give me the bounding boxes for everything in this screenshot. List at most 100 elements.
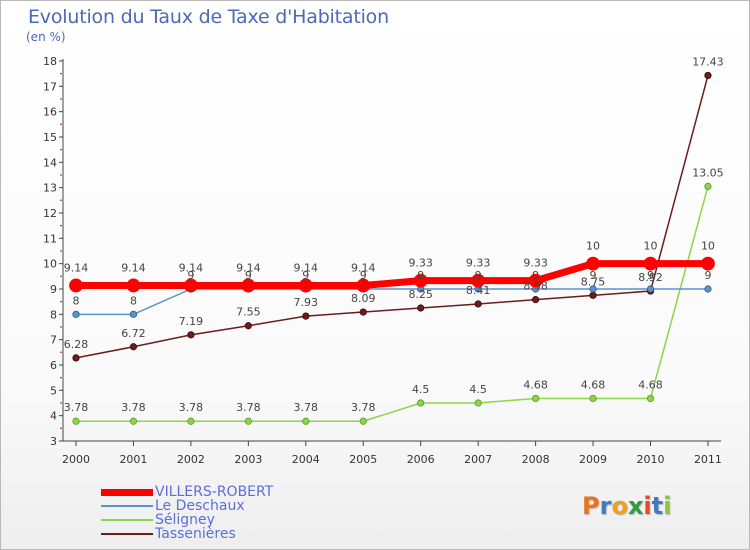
chart-legend: VILLERS-ROBERT Le Deschaux Séligney Tasseni… xyxy=(101,485,273,541)
logo-letter: i xyxy=(643,492,652,520)
y-tick-label: 11 xyxy=(43,232,57,245)
legend-item: Tassenières xyxy=(101,527,273,541)
x-tick-label: 2008 xyxy=(522,453,550,466)
x-tick-label: 2007 xyxy=(464,453,492,466)
y-minor-tick xyxy=(60,326,62,328)
data-point-0 xyxy=(528,273,543,288)
legend-label: VILLERS-ROBERT xyxy=(155,484,274,500)
x-tick-label: 2011 xyxy=(694,453,722,466)
data-label-2: 3.78 xyxy=(351,401,376,414)
data-point-2 xyxy=(704,182,712,190)
data-label-1: 9 xyxy=(532,269,539,282)
data-point-2 xyxy=(474,399,482,407)
legend-label: Le Deschaux xyxy=(155,498,245,514)
data-label-3: 6.28 xyxy=(64,338,89,351)
data-point-1 xyxy=(72,310,80,318)
series-line-3 xyxy=(75,75,709,359)
data-point-2 xyxy=(589,394,597,403)
y-minor-tick xyxy=(60,351,62,354)
y-tick-label: 5 xyxy=(50,384,57,397)
legend-swatch xyxy=(101,533,153,535)
data-point-0 xyxy=(126,278,141,293)
logo-letter: P xyxy=(582,492,600,520)
y-tick-label: 9 xyxy=(50,283,57,296)
data-point-3 xyxy=(417,304,425,312)
data-label-3: 8.92 xyxy=(638,271,663,284)
data-point-0 xyxy=(69,278,83,293)
y-minor-tick xyxy=(60,275,62,278)
data-label-1: 8 xyxy=(130,294,137,307)
data-point-0 xyxy=(471,273,486,288)
data-label-3: 7.93 xyxy=(294,296,319,309)
y-minor-tick xyxy=(60,402,62,404)
data-label-2: 3.78 xyxy=(179,401,204,414)
y-tick-label: 4 xyxy=(50,410,57,423)
data-label-1: 9 xyxy=(417,269,424,282)
y-minor-tick xyxy=(60,250,62,252)
data-label-2: 3.78 xyxy=(236,401,261,414)
data-point-3 xyxy=(72,354,80,362)
legend-swatch xyxy=(101,505,153,507)
data-label-3: 8.75 xyxy=(581,275,606,288)
legend-label: Tassenières xyxy=(155,526,236,542)
data-point-3 xyxy=(474,300,482,308)
data-label-3: 8.41 xyxy=(466,284,491,297)
data-label-0: 9.33 xyxy=(523,257,548,270)
data-point-3 xyxy=(244,322,252,330)
data-point-2 xyxy=(359,417,367,425)
legend-item: Séligney xyxy=(101,513,273,527)
data-point-0 xyxy=(298,278,313,293)
data-point-3 xyxy=(531,296,540,304)
data-point-0 xyxy=(586,256,600,271)
x-tick-label: 2005 xyxy=(349,453,377,466)
y-minor-tick xyxy=(60,123,62,126)
y-tick-label: 12 xyxy=(43,207,57,220)
data-point-0 xyxy=(643,256,658,271)
logo-letter: r xyxy=(599,492,612,520)
data-label-1: 8 xyxy=(73,294,80,307)
legend-item: VILLERS-ROBERT xyxy=(101,485,273,499)
data-label-3: 8.09 xyxy=(351,292,376,305)
data-label-3: 7.55 xyxy=(236,306,261,319)
data-label-3: 8.58 xyxy=(523,280,548,293)
y-tick-label: 17 xyxy=(43,80,57,93)
data-point-1 xyxy=(129,310,138,318)
y-tick-label: 7 xyxy=(50,334,57,347)
data-label-2: 4.68 xyxy=(581,378,606,391)
y-minor-tick xyxy=(60,199,62,202)
data-label-2: 3.78 xyxy=(64,401,89,414)
data-point-2 xyxy=(302,417,310,425)
data-point-3 xyxy=(589,291,597,299)
y-minor-tick xyxy=(60,174,62,176)
data-label-0: 9.33 xyxy=(408,257,433,270)
data-label-2: 4.68 xyxy=(638,378,663,391)
data-label-2: 3.78 xyxy=(121,401,146,414)
x-tick-label: 2003 xyxy=(234,453,262,466)
data-label-0: 9.14 xyxy=(121,261,146,274)
data-point-3 xyxy=(359,308,367,316)
y-tick-label: 18 xyxy=(43,55,57,68)
proxiti-logo: Proxiti xyxy=(582,492,671,520)
data-label-0: 9.14 xyxy=(64,261,89,274)
data-label-0: 10 xyxy=(586,240,600,253)
data-label-2: 4.68 xyxy=(523,378,548,391)
data-label-1: 9 xyxy=(245,269,252,282)
data-point-0 xyxy=(701,256,715,271)
y-minor-tick xyxy=(60,300,62,303)
data-label-1: 9 xyxy=(475,269,482,282)
y-minor-tick xyxy=(60,427,62,430)
data-label-0: 10 xyxy=(701,240,715,253)
data-point-1 xyxy=(589,285,597,293)
y-tick-label: 14 xyxy=(43,156,57,169)
data-point-2 xyxy=(187,417,195,425)
data-point-1 xyxy=(646,285,655,293)
series-line-1 xyxy=(76,288,708,316)
data-point-3 xyxy=(704,71,712,80)
legend-label: Séligney xyxy=(155,512,215,528)
data-point-3 xyxy=(129,343,138,351)
y-minor-tick xyxy=(60,376,62,379)
x-tick-label: 2002 xyxy=(177,453,205,466)
x-tick-label: 2009 xyxy=(579,453,607,466)
